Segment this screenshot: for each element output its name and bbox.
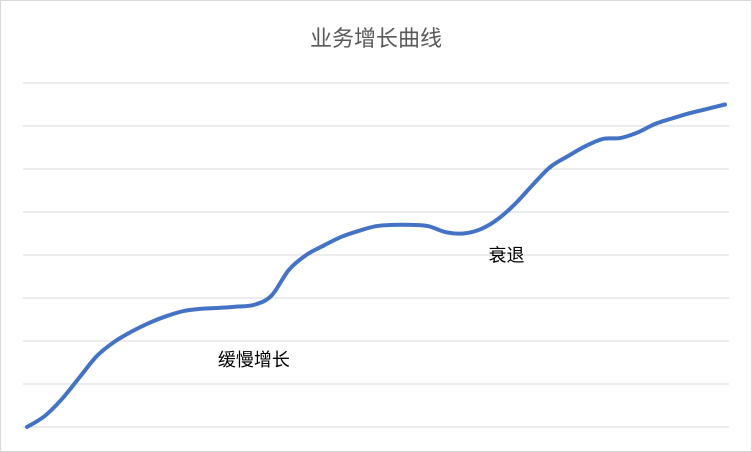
growth-curve-line bbox=[25, 102, 727, 429]
annotation-decline: 衰退 bbox=[489, 245, 525, 266]
gridlines bbox=[23, 82, 729, 428]
chart-title: 业务增长曲线 bbox=[310, 27, 442, 52]
annotation-slow-growth: 缓慢增长 bbox=[218, 350, 290, 371]
